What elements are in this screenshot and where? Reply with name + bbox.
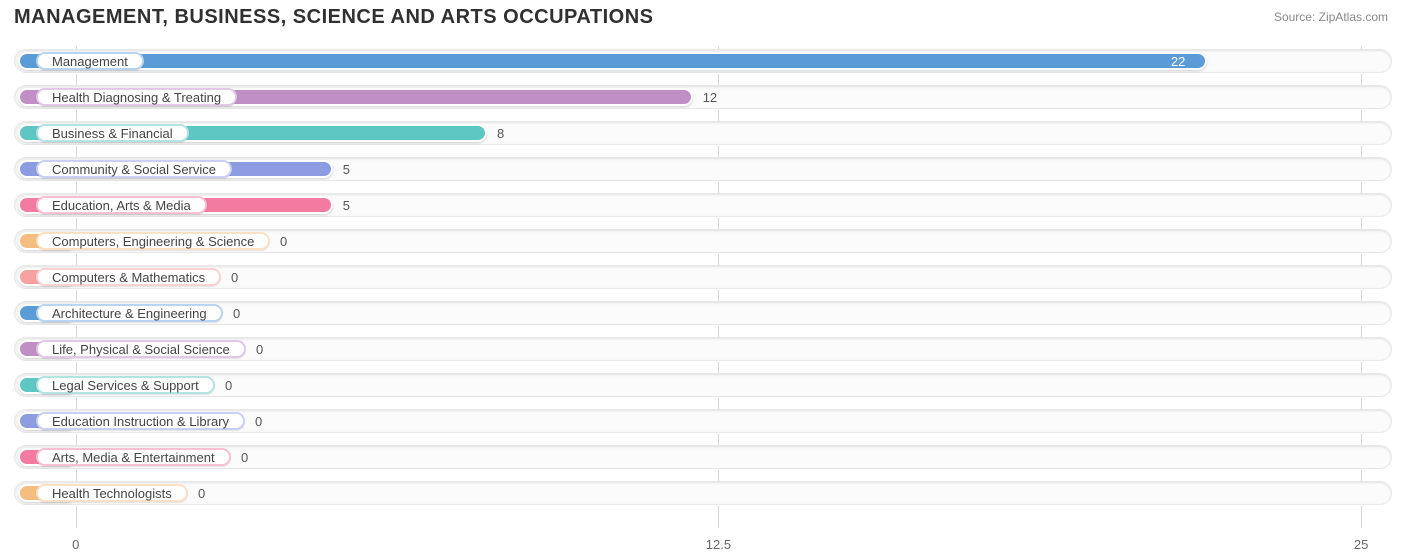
source-value: ZipAtlas.com	[1319, 10, 1388, 24]
source-attribution: Source: ZipAtlas.com	[1274, 10, 1388, 24]
bar-row: Health Diagnosing & Treating 12	[14, 82, 1392, 112]
bar-row: Computers & Mathematics 0	[14, 262, 1392, 292]
bar-row: Architecture & Engineering 0	[14, 298, 1392, 328]
bar-track	[14, 481, 1392, 505]
category-label: Arts, Media & Entertainment	[36, 448, 231, 466]
source-label: Source:	[1274, 10, 1315, 24]
value-label: 0	[255, 406, 262, 436]
plot-area: 012.525Management22Health Diagnosing & T…	[14, 46, 1392, 528]
bar	[18, 52, 1207, 70]
value-label: 0	[280, 226, 287, 256]
rows: Management 22 Health Diagnosing & Treating…	[14, 46, 1392, 508]
value-label: 0	[241, 442, 248, 472]
category-label: Education Instruction & Library	[36, 412, 245, 430]
value-label: 5	[343, 154, 350, 184]
bar-track	[14, 373, 1392, 397]
bar-row: Community & Social Service 5	[14, 154, 1392, 184]
value-label: 8	[497, 118, 504, 148]
category-label: Management	[36, 52, 144, 70]
value-label: 5	[343, 190, 350, 220]
bar-row: Education Instruction & Library 0	[14, 406, 1392, 436]
bar-row: Computers, Engineering & Science 0	[14, 226, 1392, 256]
bar-row: Health Technologists 0	[14, 478, 1392, 508]
category-label: Life, Physical & Social Science	[36, 340, 246, 358]
category-label: Computers, Engineering & Science	[36, 232, 270, 250]
category-label: Health Diagnosing & Treating	[36, 88, 237, 106]
category-label: Legal Services & Support	[36, 376, 215, 394]
chart-title: MANAGEMENT, BUSINESS, SCIENCE AND ARTS O…	[14, 6, 653, 29]
category-label: Computers & Mathematics	[36, 268, 221, 286]
category-label: Education, Arts & Media	[36, 196, 207, 214]
category-label: Architecture & Engineering	[36, 304, 223, 322]
category-label: Business & Financial	[36, 124, 189, 142]
value-label: 12	[703, 82, 717, 112]
bar-row: Arts, Media & Entertainment 0	[14, 442, 1392, 472]
value-label: 0	[256, 334, 263, 364]
value-label: 0	[225, 370, 232, 400]
value-label: 0	[233, 298, 240, 328]
bar-row: Management 22	[14, 46, 1392, 76]
chart-container: MANAGEMENT, BUSINESS, SCIENCE AND ARTS O…	[0, 0, 1406, 558]
value-label: 0	[231, 262, 238, 292]
bar-row: Life, Physical & Social Science 0	[14, 334, 1392, 364]
value-label: 0	[198, 478, 205, 508]
category-label: Community & Social Service	[36, 160, 232, 178]
bar-row: Legal Services & Support 0	[14, 370, 1392, 400]
category-label: Health Technologists	[36, 484, 188, 502]
bar-row: Business & Financial 8	[14, 118, 1392, 148]
x-tick-label: 12.5	[706, 537, 731, 552]
x-tick-label: 0	[72, 537, 79, 552]
bar-row: Education, Arts & Media 5	[14, 190, 1392, 220]
x-tick-label: 25	[1354, 537, 1368, 552]
value-label: 22	[1171, 46, 1185, 76]
